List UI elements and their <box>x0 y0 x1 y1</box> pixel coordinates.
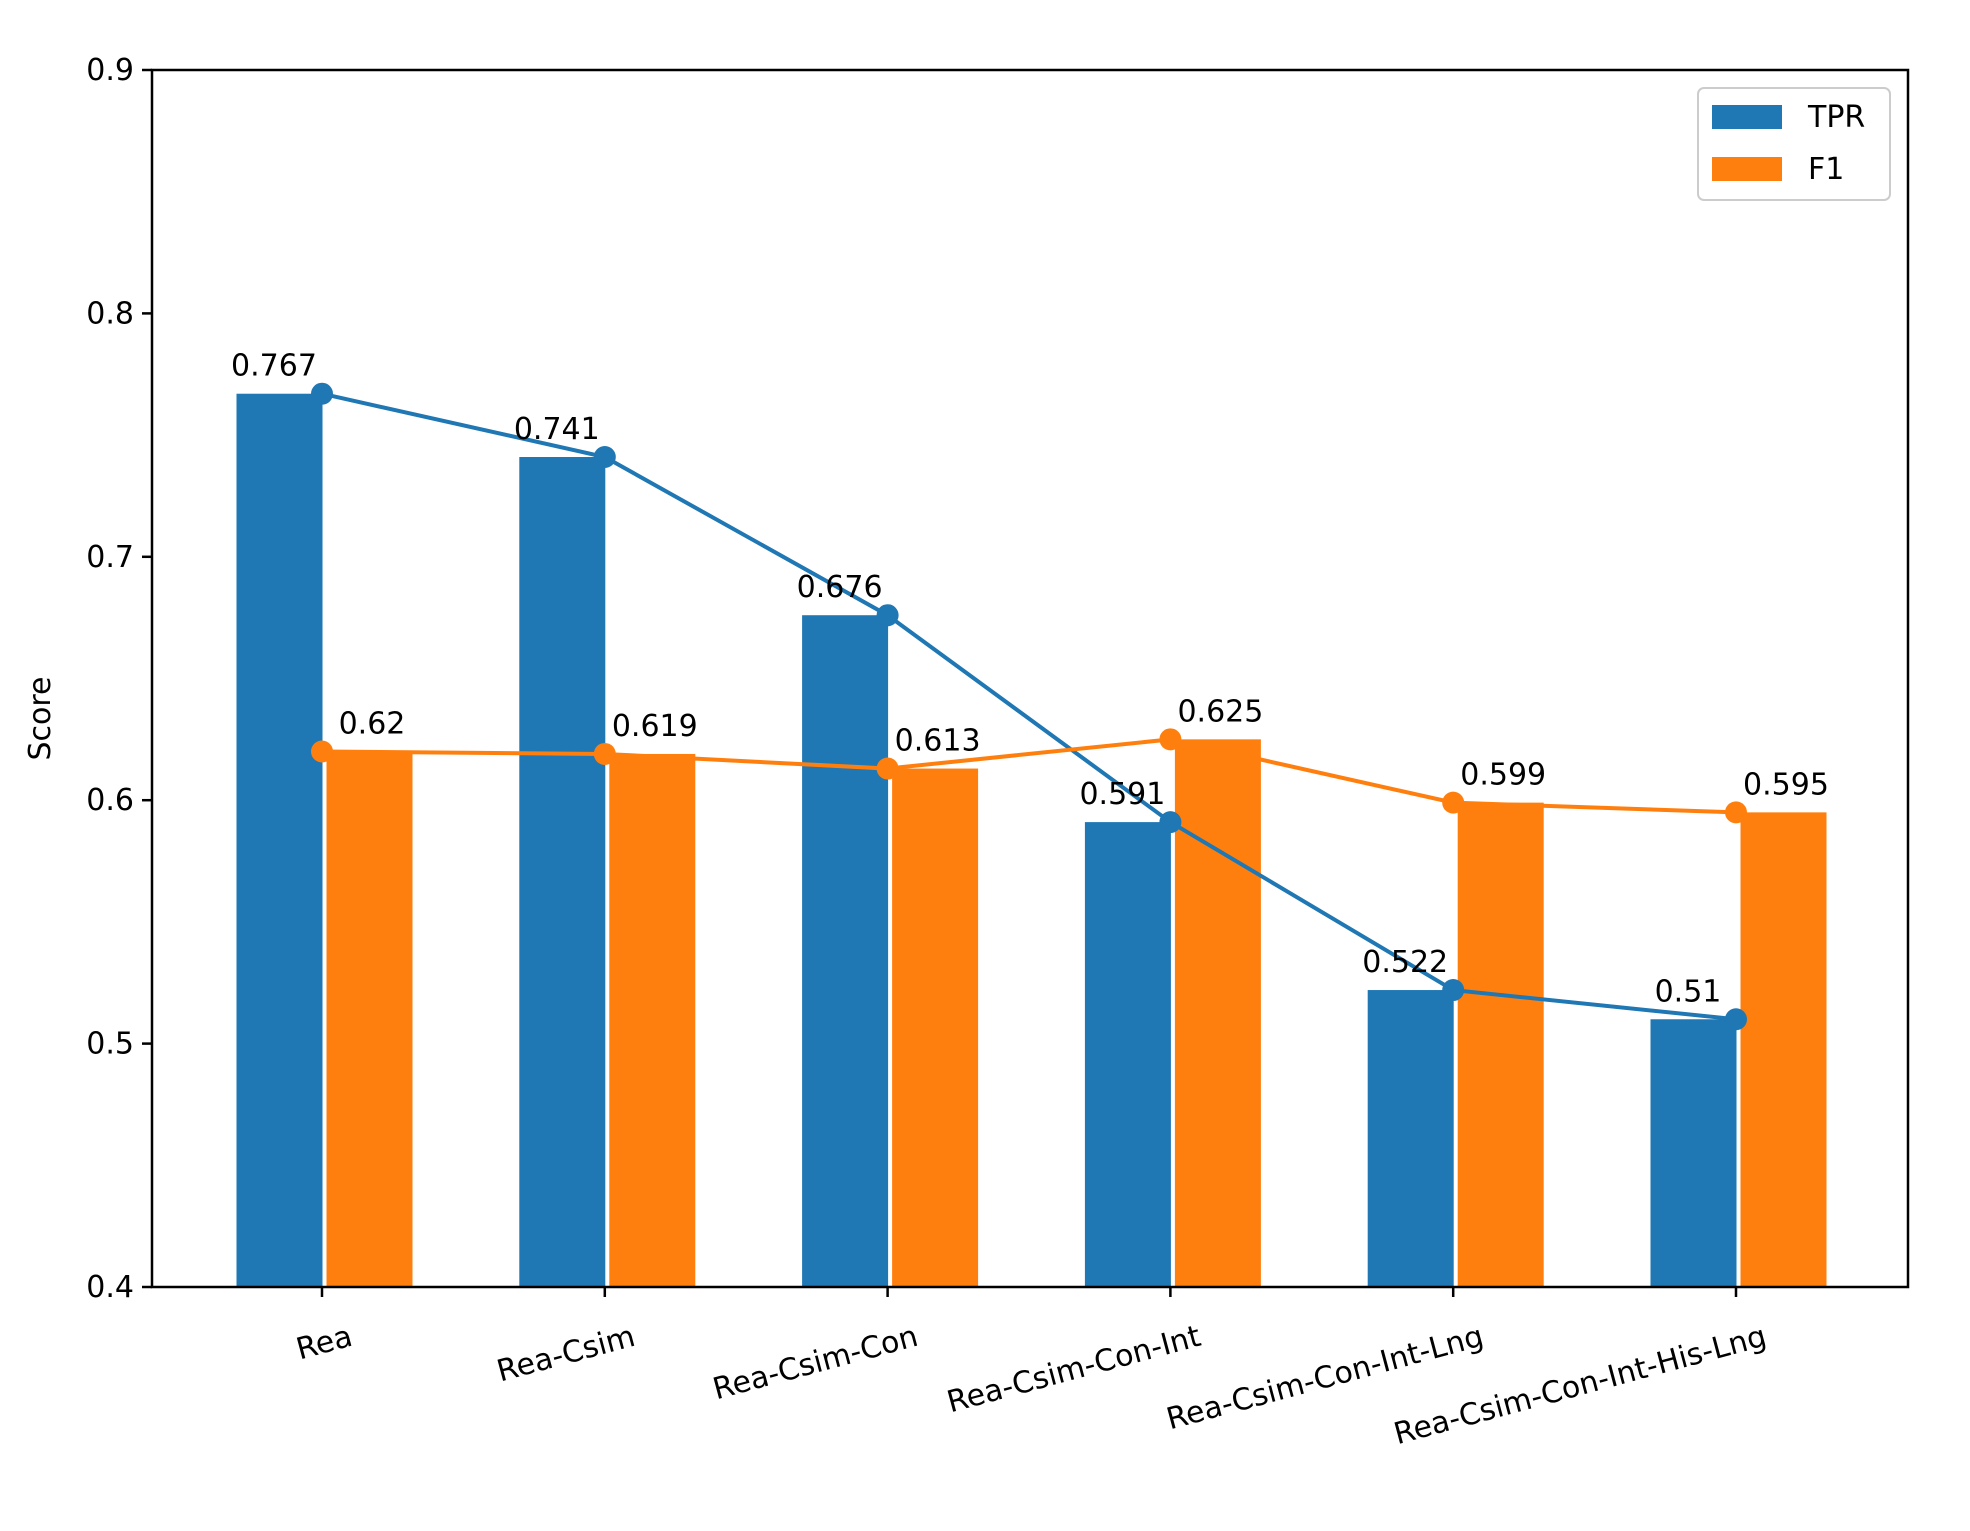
line-layer <box>311 382 1747 1031</box>
legend-swatch-f1 <box>1712 157 1782 181</box>
point-tpr-4 <box>1442 979 1465 1002</box>
y-axis-title: Score <box>23 676 58 760</box>
point-tpr-2 <box>876 604 899 627</box>
data-label-tpr-5: 0.51 <box>1655 974 1722 1009</box>
bar-f1-1 <box>609 753 696 1287</box>
bar-f1-2 <box>892 768 979 1287</box>
point-f1-5 <box>1725 801 1747 824</box>
plot-frame <box>150 68 1910 1289</box>
point-f1-3 <box>1159 728 1182 751</box>
data-label-tpr-2: 0.676 <box>797 570 883 605</box>
bar-tpr-2 <box>802 615 889 1287</box>
point-tpr-0 <box>311 382 333 405</box>
data-label-f1-3: 0.625 <box>1177 694 1263 729</box>
y-tick-label-5: 0.9 <box>86 53 134 88</box>
point-tpr-5 <box>1725 1008 1747 1031</box>
point-tpr-3 <box>1159 811 1182 834</box>
bar-f1-0 <box>326 751 413 1287</box>
data-label-tpr-4: 0.522 <box>1362 945 1448 980</box>
y-tick-label-1: 0.5 <box>86 1027 134 1062</box>
x-tick-label-1: Rea-Csim <box>493 1319 639 1389</box>
data-label-f1-1: 0.619 <box>612 709 698 744</box>
y-tick-label-4: 0.8 <box>86 296 134 331</box>
point-f1-1 <box>593 742 616 765</box>
data-label-tpr-3: 0.591 <box>1079 777 1165 812</box>
y-tick-label-3: 0.7 <box>86 540 134 575</box>
bar-tpr-5 <box>1650 1019 1737 1287</box>
legend-swatch-tpr <box>1712 105 1782 129</box>
data-label-f1-2: 0.613 <box>895 724 981 759</box>
bar-f1-3 <box>1174 739 1261 1287</box>
y-tick-label-0: 0.4 <box>86 1270 134 1305</box>
point-tpr-1 <box>593 446 616 469</box>
point-f1-2 <box>876 757 899 780</box>
data-label-f1-0: 0.62 <box>339 707 406 742</box>
bar-tpr-0 <box>236 393 323 1287</box>
data-label-layer: 0.767 0.741 0.676 0.591 0.522 0.51 0.62 0.619 0.… <box>231 349 1829 1010</box>
data-label-tpr-1: 0.741 <box>514 412 600 447</box>
data-label-tpr-0: 0.767 <box>231 349 317 384</box>
y-tick-label-2: 0.6 <box>86 783 134 818</box>
legend-label-tpr: TPR <box>1807 100 1865 135</box>
data-label-f1-4: 0.599 <box>1460 758 1546 793</box>
point-f1-4 <box>1442 791 1465 814</box>
data-label-f1-5: 0.595 <box>1743 767 1829 802</box>
point-f1-0 <box>311 740 333 763</box>
bar-f1-4 <box>1457 802 1544 1287</box>
x-tick-label-2: Rea-Csim-Con <box>709 1319 921 1407</box>
legend: TPR F1 <box>1697 87 1891 201</box>
bar-layer <box>236 393 1827 1288</box>
legend-label-f1: F1 <box>1808 152 1844 187</box>
line-f1 <box>321 737 1737 815</box>
bar-f1-5 <box>1740 812 1827 1287</box>
bar-tpr-1 <box>519 457 606 1288</box>
bar-tpr-4 <box>1367 990 1454 1287</box>
bar-tpr-3 <box>1084 822 1171 1287</box>
line-tpr <box>321 391 1737 1022</box>
x-tick-label-0: Rea <box>293 1319 356 1367</box>
